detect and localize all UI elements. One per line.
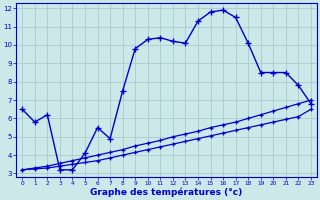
X-axis label: Graphe des températures (°c): Graphe des températures (°c): [91, 188, 243, 197]
